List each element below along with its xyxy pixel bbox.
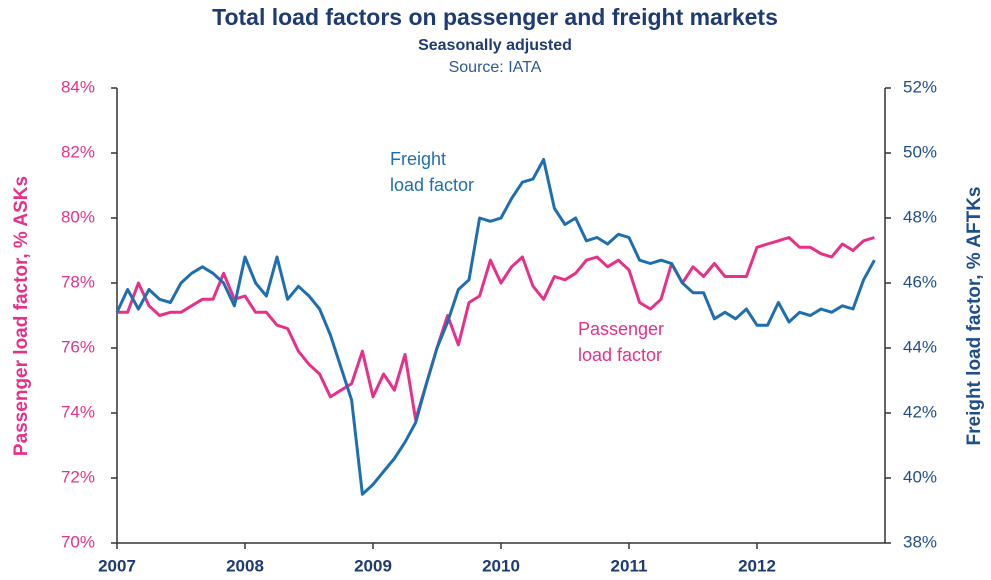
- y2-tick-label: 50%: [903, 142, 937, 161]
- y2-tick-label: 46%: [903, 272, 937, 291]
- y-tick-label: 72%: [61, 467, 95, 486]
- annotation: load factor: [578, 345, 662, 365]
- series-line: [117, 236, 875, 421]
- y2-tick-label: 44%: [903, 337, 937, 356]
- source: Source: IATA: [449, 59, 542, 76]
- x-tick-label: 2011: [611, 556, 648, 575]
- x-tick-label: 2007: [98, 556, 136, 575]
- y-tick-label: 78%: [61, 272, 95, 291]
- y2-tick-label: 52%: [903, 77, 937, 96]
- y-axis-label: Passenger load factor, % ASKs: [11, 176, 32, 456]
- x-tick-label: 2010: [482, 556, 520, 575]
- series-line: [115, 158, 876, 496]
- y-tick-label: 76%: [61, 337, 95, 356]
- y-tick-label: 82%: [61, 142, 95, 161]
- annotation: load factor: [390, 175, 474, 195]
- x-tick-label: 2012: [738, 556, 776, 575]
- y-tick-label: 74%: [61, 402, 95, 421]
- y2-tick-label: 48%: [903, 207, 937, 226]
- x-tick-label: 2009: [354, 556, 392, 575]
- annotation: Passenger: [578, 319, 664, 339]
- y-tick-label: 80%: [61, 207, 95, 226]
- x-tick-label: 2008: [226, 556, 264, 575]
- y-tick-label: 84%: [61, 77, 95, 96]
- annotation: Freight: [390, 149, 446, 169]
- chart-subtitle: Seasonally adjusted: [418, 37, 572, 54]
- y2-tick-label: 38%: [903, 532, 937, 551]
- y2-tick-label: 40%: [903, 467, 937, 486]
- y-tick-label: 70%: [61, 532, 95, 551]
- y2-tick-label: 42%: [903, 402, 937, 421]
- chart-title: Total load factors on passenger and frei…: [212, 4, 778, 30]
- y2-axis-label: Freight load factor, % AFTKs: [964, 187, 985, 446]
